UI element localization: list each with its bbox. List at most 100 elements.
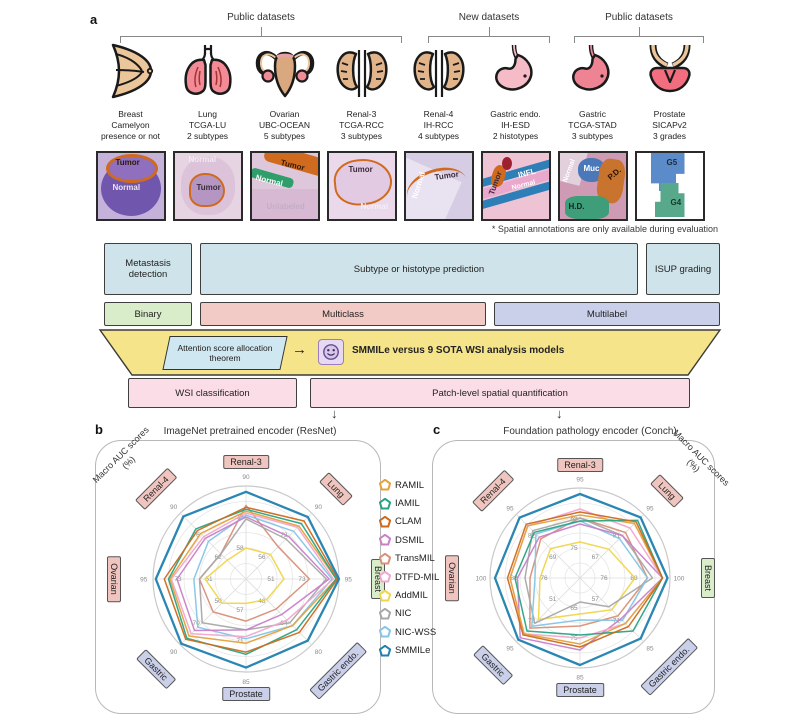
- bracket-tick: [639, 27, 640, 36]
- axis-spoke: [245, 578, 313, 646]
- axis-tick-label: 73: [174, 576, 182, 583]
- radar-axis-label-prostate: Prostate: [222, 687, 270, 702]
- axis-tick-label: 90: [315, 504, 323, 511]
- axis-tick-label: 95: [140, 577, 148, 584]
- axis-tick-label: 51: [205, 576, 213, 583]
- pentagon-marker-icon: [379, 589, 391, 602]
- legend-item-addmil: AddMIL: [379, 586, 439, 604]
- axis-tick-label: 76: [600, 575, 608, 582]
- axis-tick-label: 95: [345, 577, 353, 584]
- tissue-region: [105, 154, 158, 183]
- dataset-label: Ovarian UBC-OCEAN 5 subtypes: [258, 109, 310, 141]
- axis-tick-label: 90: [170, 504, 178, 511]
- axis-tick-label: 95: [576, 477, 584, 484]
- radar-c-title: Foundation pathology encoder (Conch): [503, 426, 677, 437]
- axis-tick-label: 81: [613, 533, 621, 540]
- pentagon-marker-icon: [379, 607, 391, 620]
- wsi-classification-bar: WSI classification: [128, 378, 297, 408]
- axis-tick-label: 67: [592, 554, 600, 561]
- series-ramil: [509, 514, 664, 645]
- task-metastasis-detection: Metastasis detection: [104, 243, 192, 295]
- dataset-group-label: New datasets: [458, 12, 520, 23]
- legend-item-transmil: TransMIL: [379, 550, 439, 568]
- axis-tick-label: 76: [540, 575, 548, 582]
- dataset-label: Renal-3 TCGA-RCC 3 subtypes: [339, 109, 384, 141]
- histology-thumbnail-gastric-annotation: Normal Muc P.D. H.D.: [557, 151, 628, 221]
- axis-tick-label: 56: [258, 554, 266, 561]
- pentagon-marker-icon: [379, 497, 391, 510]
- axis-tick-label: 85: [576, 675, 584, 682]
- kidney-icon: [332, 40, 392, 107]
- axis-tick-label: 48: [258, 598, 266, 605]
- bracket-line: [120, 36, 402, 43]
- axis-tick-label: 95: [506, 646, 514, 653]
- dataset-label: Lung TCGA-LU 2 subtypes: [186, 109, 229, 141]
- series-ramil: [169, 510, 337, 644]
- thumbnail-annotation: G4: [670, 198, 682, 207]
- dataset-column-gastric-endo-: Gastric endo. IH-ESD 2 histotypes: [477, 40, 554, 142]
- task-isup-grading: ISUP grading: [646, 243, 720, 295]
- radar-axis-label-prostate: Prostate: [556, 682, 604, 697]
- pentagon-marker-icon: [379, 571, 391, 583]
- radar-axis-label-renal-3: Renal-3: [557, 457, 603, 472]
- histology-thumbnails-row: Tumor Normal Normal Tumor Tumor Normal Unlabel…: [92, 151, 708, 221]
- series-iamil: [514, 519, 664, 636]
- axis-tick-label: 51: [549, 596, 557, 603]
- thumbnail-annotation: Normal: [112, 183, 141, 192]
- series-smmile: [154, 490, 341, 669]
- dataset-column-prostate: Prostate SICAPv2 3 grades: [631, 40, 708, 142]
- axis-tick-label: 80: [315, 649, 323, 656]
- radar-axis-label-breast: Breast: [700, 557, 715, 599]
- series-smmile: [493, 492, 669, 667]
- spatial-annotation-footnote: * Spatial annotations are only available…: [491, 224, 718, 234]
- legend-item-clam: CLAM: [379, 513, 439, 531]
- histology-thumbnail-prostate-annotation: G5 G4: [634, 151, 705, 221]
- tissue-region: [501, 157, 512, 170]
- tissue-region: [251, 189, 318, 219]
- legend-item-dsmil: DSMIL: [379, 531, 439, 549]
- axis-tick-label: 69: [549, 554, 557, 561]
- legend-label: RAMIL: [395, 479, 425, 491]
- radar-axis-label-ovarian: Ovarian: [445, 555, 460, 601]
- axis-tick-label: 57: [592, 596, 600, 603]
- legend-label: AddMIL: [395, 590, 428, 602]
- dataset-group-bracket: Public datasets: [120, 12, 402, 43]
- legend-label: TransMIL: [395, 553, 435, 565]
- thumbnail-annotation: Muc: [583, 164, 600, 173]
- series-nic-wss: [531, 520, 649, 627]
- axis-spoke: [516, 514, 581, 579]
- right-arrow-icon: →: [292, 341, 307, 358]
- axis-tick-label: 95: [506, 505, 514, 512]
- pentagon-marker-icon: [379, 515, 391, 528]
- thumbnail-annotation: G5: [666, 158, 678, 167]
- histology-thumbnail-renal3-annotation: Tumor Normal: [326, 151, 397, 221]
- dataset-column-ovarian: Ovarian UBC-OCEAN 5 subtypes: [246, 40, 323, 142]
- legend-item-smmile: SMMILe: [379, 642, 439, 660]
- legend-item-ramil: RAMIL: [379, 476, 439, 494]
- tissue-region: [564, 196, 609, 219]
- pentagon-marker-icon: [379, 534, 391, 546]
- histology-thumbnail-gastric-endo-annotation: Tumor INFL Normal: [480, 151, 551, 221]
- histology-thumbnail-lung-annotation: Normal Tumor: [172, 151, 243, 221]
- dataset-label: Breast Camelyon presence or not: [100, 109, 161, 141]
- axis-tick-label: 90: [242, 474, 250, 481]
- axis-tick-label: 71: [236, 638, 244, 645]
- axis-tick-label: 85: [242, 679, 250, 686]
- pentagon-marker-icon: [379, 479, 391, 491]
- dataset-group-label: Public datasets: [605, 12, 673, 23]
- histology-thumbnail-renal4-annotation: Normal Tumor: [403, 151, 474, 221]
- patch-quantification-bar: Patch-level spatial quantification: [310, 378, 690, 408]
- axis-tick-label: 100: [674, 576, 685, 583]
- axis-tick-label: 73: [280, 532, 288, 539]
- axis-tick-label: 95: [646, 505, 654, 512]
- series-dsmil: [176, 516, 330, 632]
- legend-label: NIC-WSS: [395, 626, 437, 638]
- axis-tick-label: 51: [267, 576, 275, 583]
- thumbnail-annotation: Tumor: [196, 183, 221, 192]
- thumbnail-annotation: Tumor: [115, 158, 140, 167]
- bracket-tick: [489, 27, 490, 36]
- prostate-icon: [640, 40, 700, 107]
- axis-tick-label: 73: [298, 576, 306, 583]
- series-addmil: [204, 547, 285, 605]
